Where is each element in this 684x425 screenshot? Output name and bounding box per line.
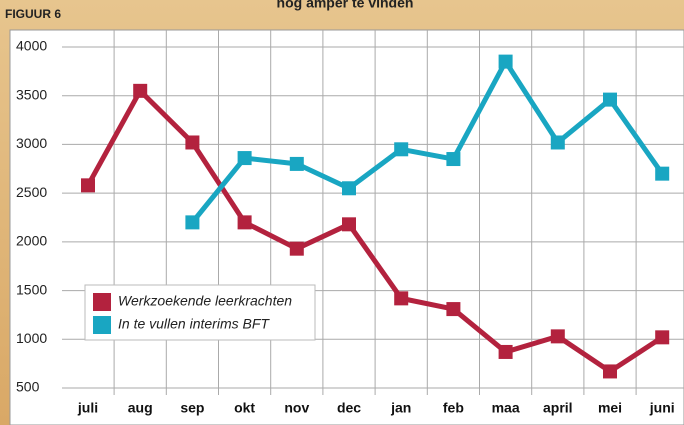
- marker: [342, 217, 356, 232]
- marker: [289, 156, 304, 171]
- figure-label: FIGUUR 6: [5, 7, 61, 21]
- x-tick-label: mei: [598, 400, 622, 416]
- y-tick-label: 2000: [16, 233, 47, 249]
- legend-label: Werkzoekende leerkrachten: [118, 293, 292, 309]
- marker: [133, 83, 148, 98]
- x-tick-label: aug: [128, 400, 153, 416]
- series-line: [85, 88, 664, 374]
- legend-box: [84, 284, 316, 341]
- marker: [342, 181, 356, 196]
- marker: [550, 329, 565, 344]
- x-tick-label: jan: [390, 400, 411, 416]
- y-tick-label: 3000: [16, 135, 47, 151]
- x-tick-label: juli: [77, 400, 98, 416]
- marker: [81, 178, 95, 193]
- x-tick-label: nov: [284, 400, 309, 416]
- marker: [603, 92, 617, 107]
- y-tick-label: 4000: [16, 38, 47, 54]
- series-line: [190, 59, 665, 224]
- marker: [498, 344, 513, 359]
- y-tick-label: 1500: [16, 281, 47, 297]
- x-tick-label: okt: [234, 400, 255, 416]
- marker: [394, 291, 409, 306]
- marker: [498, 54, 513, 69]
- marker: [655, 166, 670, 181]
- marker: [603, 364, 617, 379]
- marker: [655, 330, 670, 345]
- x-tick-label: maa: [492, 400, 520, 416]
- y-tick-label: 2500: [16, 184, 47, 200]
- y-tick-label: 1000: [16, 330, 47, 346]
- marker: [185, 135, 200, 150]
- marker: [446, 302, 461, 317]
- x-tick-label: feb: [443, 400, 464, 416]
- marker: [237, 151, 252, 166]
- marker: [185, 215, 200, 230]
- marker: [289, 241, 304, 256]
- y-tick-label: 3500: [16, 86, 47, 102]
- x-tick-label: sep: [180, 400, 204, 416]
- legend-label: In te vullen interims BFT: [118, 316, 270, 332]
- marker: [446, 152, 461, 167]
- x-tick-label: juni: [649, 400, 675, 416]
- x-tick-label: dec: [337, 400, 361, 416]
- x-tick-label: april: [543, 400, 573, 416]
- legend-swatch: [93, 316, 111, 334]
- y-tick-label: 500: [16, 379, 40, 395]
- legend-swatch: [93, 293, 111, 311]
- chart-title: nog amper te vinden: [277, 0, 414, 11]
- marker: [550, 135, 565, 150]
- marker: [237, 215, 252, 230]
- marker: [394, 142, 409, 157]
